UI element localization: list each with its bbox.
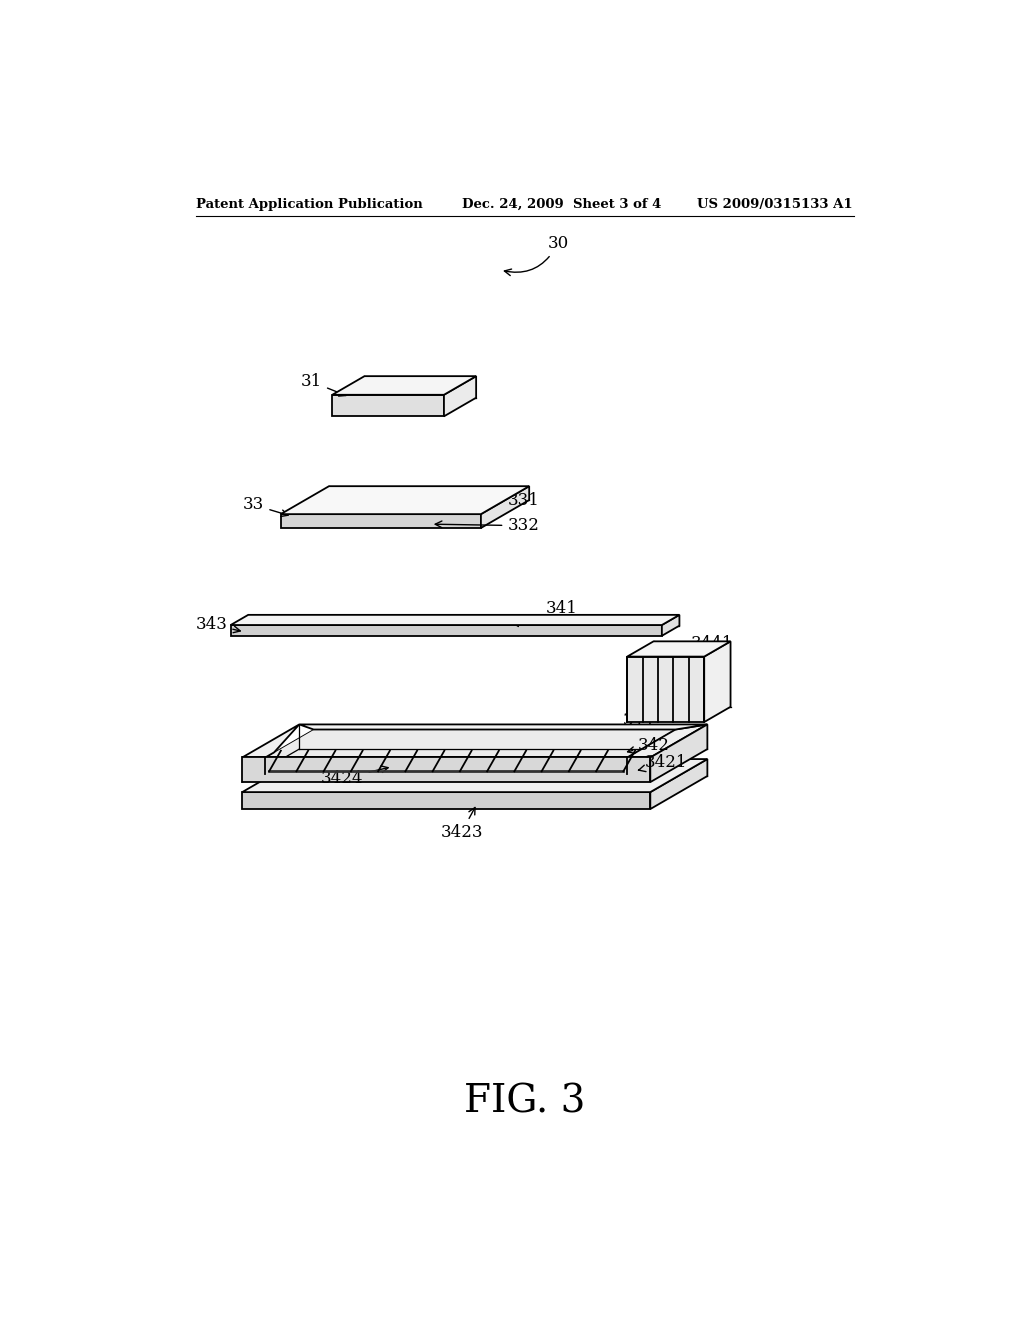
- Polygon shape: [243, 792, 650, 809]
- Polygon shape: [243, 759, 708, 792]
- Polygon shape: [281, 515, 481, 528]
- Text: 3423: 3423: [440, 808, 483, 841]
- Polygon shape: [299, 725, 708, 730]
- Text: 344: 344: [623, 706, 654, 729]
- Polygon shape: [481, 486, 529, 528]
- Text: 343: 343: [196, 615, 241, 632]
- Text: Dec. 24, 2009  Sheet 3 of 4: Dec. 24, 2009 Sheet 3 of 4: [462, 198, 662, 211]
- Text: 3424: 3424: [322, 766, 388, 787]
- Text: 342: 342: [628, 737, 670, 754]
- Polygon shape: [243, 758, 650, 781]
- Text: 341: 341: [512, 601, 578, 627]
- Text: 331: 331: [439, 492, 540, 511]
- Polygon shape: [662, 615, 679, 636]
- Text: 33: 33: [243, 496, 288, 516]
- Text: Patent Application Publication: Patent Application Publication: [196, 198, 423, 211]
- Polygon shape: [230, 615, 679, 626]
- Text: 31: 31: [301, 374, 346, 396]
- Polygon shape: [628, 642, 730, 656]
- Polygon shape: [243, 725, 299, 758]
- Polygon shape: [333, 376, 476, 395]
- Polygon shape: [650, 725, 708, 781]
- Polygon shape: [628, 656, 705, 722]
- Text: 332: 332: [435, 517, 540, 535]
- Polygon shape: [705, 642, 730, 722]
- Text: FIG. 3: FIG. 3: [464, 1084, 586, 1121]
- Polygon shape: [650, 759, 708, 809]
- Polygon shape: [265, 730, 676, 758]
- Text: 30: 30: [505, 235, 568, 276]
- Polygon shape: [444, 376, 476, 416]
- Polygon shape: [628, 725, 708, 758]
- Polygon shape: [230, 626, 662, 636]
- Text: 3421: 3421: [639, 754, 687, 772]
- Polygon shape: [281, 486, 529, 515]
- Text: US 2009/0315133 A1: US 2009/0315133 A1: [696, 198, 852, 211]
- Text: 3441: 3441: [689, 635, 733, 657]
- Polygon shape: [333, 395, 444, 416]
